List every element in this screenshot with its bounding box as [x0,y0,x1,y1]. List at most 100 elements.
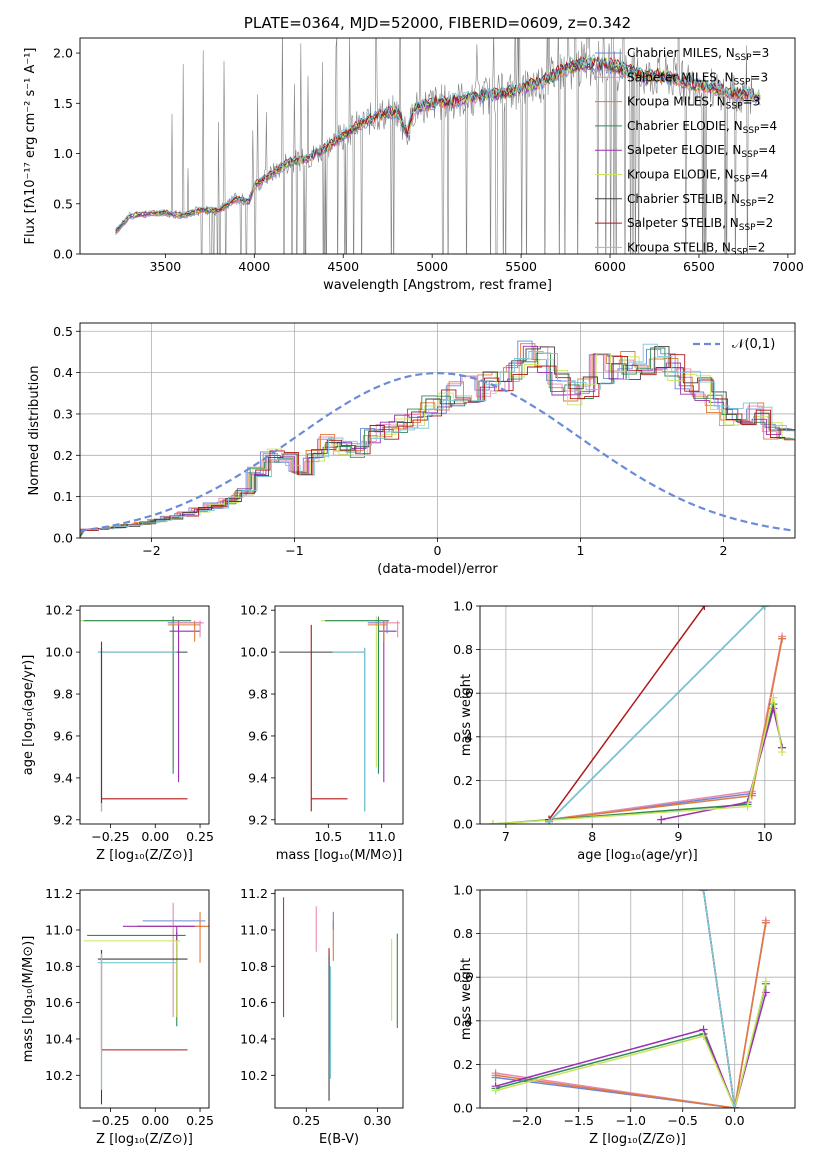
legend-label-subscript: SSP [735,53,752,63]
axes-frame [79,37,796,255]
x-tick-label: 7000 [772,259,804,274]
y-axis-label: mass [log₁₀(M/M⊙)] [21,936,36,1063]
y-tick-label: 10.0 [45,645,73,660]
x-tick-label: 11.0 [368,829,396,844]
y-tick-label: 1.0 [53,146,73,161]
x-tick-label: 0.00 [141,829,169,844]
y-tick-label: 10.8 [45,959,73,974]
legend-label: Kroupa MILES, NSSP=3 [627,95,760,112]
y-tick-label: 9.8 [248,687,268,702]
x-tick-label: 6000 [594,259,626,274]
legend-label-text: Salpeter STELIB, N [627,216,739,230]
y-tick-label: 1.0 [453,599,473,614]
weight-marker [545,817,554,824]
x-tick-label: 3500 [149,259,181,274]
x-axis-label: Z [log₁₀(Z/Z⊙)] [589,1132,686,1147]
x-tick-label: 5000 [416,259,448,274]
weight-vs-z-plot [491,890,770,1108]
x-tick-label: 0.25 [292,1113,320,1128]
y-tick-label: 0.4 [453,1013,473,1028]
residual-histogram-salpeter-stelib [80,354,795,538]
legend-label: Chabrier STELIB, NSSP=2 [627,192,775,209]
x-tick-label: −0.5 [668,1113,698,1128]
x-axis-label: age [log₁₀(age/yr)] [577,848,698,863]
x-tick-label: 0.0 [725,1113,745,1128]
x-tick-label: −1 [285,543,303,558]
y-tick-label: 0.0 [453,1101,473,1116]
spectrum-axes: 3500 4000 4500 5000 5500 6000 6500 7000 0.0 0.5 1.… [23,46,804,293]
residual-histogram-kroupa-elodie [80,352,795,538]
x-axis-label: wavelength [Angstrom, rest frame] [323,278,552,293]
weight-line-kroupa-stelib [702,890,736,1108]
x-tick-label: 0.30 [363,1113,391,1128]
legend-label-text: Kroupa MILES, N [627,95,726,109]
age-vs-mass-plot [279,616,400,812]
y-axis-label: mass weight [459,674,474,756]
legend-label: Salpeter MILES, NSSP=3 [627,70,768,87]
residual-histogram-chabrier-elodie [80,347,794,538]
mass-vs-z-plot [83,902,209,1105]
x-axis-label: Z [log₁₀(Z/Z⊙)] [96,1132,193,1147]
x-tick-label: 0.00 [141,1113,169,1128]
x-tick-label: 10.5 [314,829,342,844]
axes-frame [79,322,796,539]
residual-histogram-kroupa-stelib [80,343,795,538]
legend-label-text: Chabrier MILES, N [627,46,735,60]
x-tick-label: −2.0 [512,1113,542,1128]
legend-label-text: Chabrier ELODIE, N [627,119,743,133]
histogram-plot [80,340,795,538]
y-axis-label: mass weight [459,958,474,1040]
x-tick-label: 1 [577,543,585,558]
legend-label: Kroupa STELIB, NSSP=2 [627,240,765,257]
age-vs-z-plot [80,616,204,812]
x-axis-label: mass [log₁₀(M/M⊙)] [276,848,403,863]
mass-vs-z-axes: −0.25 0.00 0.25 10.2 10.4 10.6 10.8 11.0 11.2 Z [… [21,886,214,1147]
residual-histogram-kroupa-miles [80,343,793,538]
y-tick-label: 0.3 [53,406,73,421]
x-axis-label: E(B-V) [319,1132,359,1147]
legend-label: Chabrier MILES, NSSP=3 [627,46,769,63]
y-tick-label: 10.2 [240,1068,268,1083]
y-tick-label: 2.0 [53,46,73,61]
axes-frame [479,605,796,825]
y-tick-label: 0.4 [53,365,73,380]
legend-label-suffix: =4 [750,168,768,182]
y-tick-label: 10.6 [45,995,73,1010]
y-tick-label: 0.6 [453,686,473,701]
y-tick-label: 9.6 [53,728,73,743]
legend-label-suffix: =2 [757,192,775,206]
weight-marker [699,890,708,894]
legend-label-suffix: =4 [758,143,776,157]
legend-label-text: Salpeter ELODIE, N [627,143,741,157]
legend-label-subscript: SSP [740,199,757,209]
weight-marker [760,606,769,610]
y-tick-label: 10.8 [240,959,268,974]
legend-label-text: Kroupa ELODIE, N [627,168,734,182]
x-tick-label: −0.25 [91,1113,129,1128]
weight-vs-age-plot [488,606,787,824]
legend-label-subscript: SSP [741,150,758,160]
legend-label-subscript: SSP [734,77,751,87]
weight-line-kroupa-stelib [548,606,766,823]
x-tick-label: 0.25 [186,1113,214,1128]
legend-label-subscript: SSP [731,247,748,257]
chart-title: PLATE=0364, MJD=52000, FIBERID=0609, z=0… [244,14,631,32]
weight-line-chabrier-elodie [492,703,783,824]
x-tick-label: 4000 [238,259,270,274]
weight-line-salpeter-stelib [548,606,706,821]
y-tick-label: 10.2 [45,603,73,618]
y-tick-label: 10.2 [45,1068,73,1083]
legend-label: Kroupa ELODIE, NSSP=4 [627,168,768,185]
y-tick-label: 10.6 [240,995,268,1010]
legend-label-suffix: =3 [743,95,761,109]
y-tick-label: 0.6 [453,970,473,985]
y-tick-label: 0.0 [53,247,73,262]
weight-marker [769,693,778,702]
weight-marker [488,820,497,824]
weight-line-salpeter-elodie [495,992,767,1108]
weight-line-kroupa-elodie [492,697,783,824]
residuals-axes: −2 −1 0 1 2 0.0 0.1 0.2 0.3 0.4 0.5 (data-model)/er… [27,323,795,577]
weight-marker [491,1086,500,1095]
x-tick-label: −1.5 [564,1113,594,1128]
